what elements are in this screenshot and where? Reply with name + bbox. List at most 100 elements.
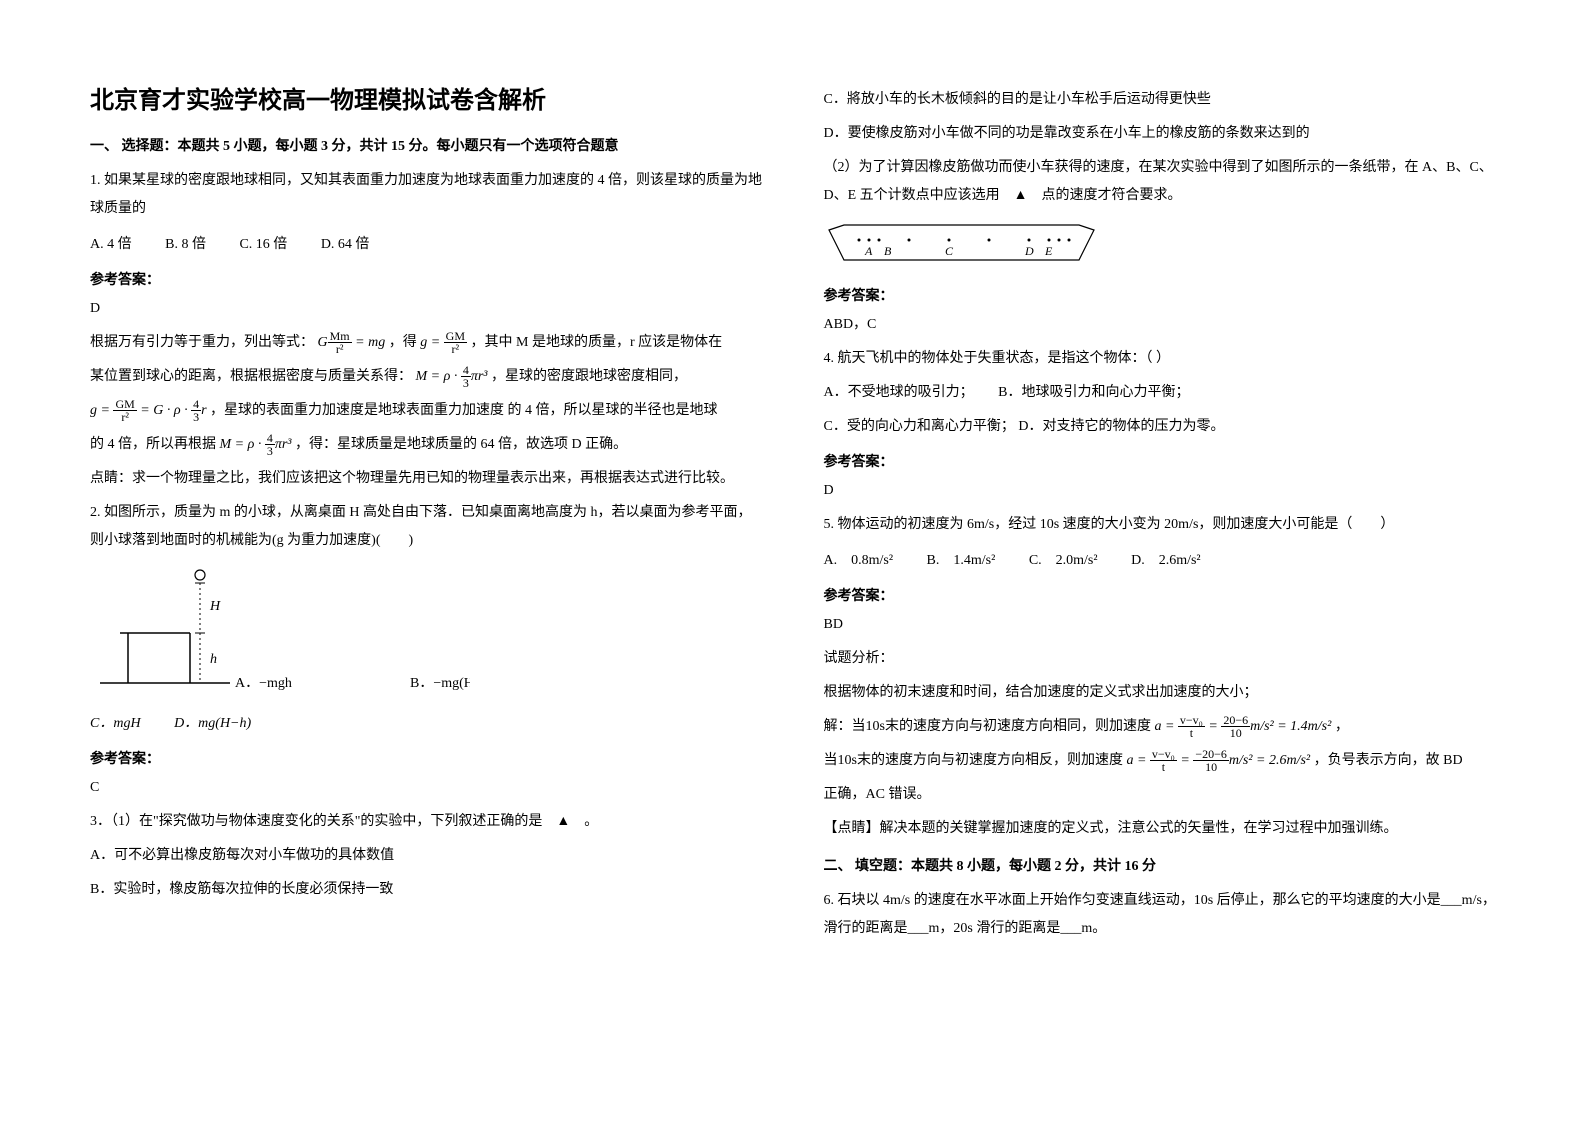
q2-diagram: H h A．−mgh B．−mg(H+h)	[90, 565, 764, 700]
q1-exp4b: ，得：星球质量是地球质量的 64 倍，故选项 D 正确。	[295, 437, 627, 452]
q2-diagram-svg: H h A．−mgh B．−mg(H+h)	[90, 565, 470, 695]
q1-answer: D	[90, 295, 764, 323]
q3-answer-label: 参考答案：	[824, 285, 1498, 305]
q5-exp1: 根据物体的初末速度和时间，结合加速度的定义式求出加速度的大小；	[824, 679, 1498, 707]
tape-label-e: E	[1044, 244, 1053, 258]
q5-text: 5. 物体运动的初速度为 6m/s，经过 10s 速度的大小变为 20m/s，则…	[824, 511, 1498, 539]
q5-f2b: m/s² = 1.4m/s²	[1250, 719, 1331, 734]
q5-exp4: 正确，AC 错误。	[824, 781, 1498, 809]
q5-f4b: m/s² = 2.6m/s²	[1229, 753, 1310, 768]
q3-answer: ABD，C	[824, 311, 1498, 339]
q1-options: A. 4 倍 B. 8 倍 C. 16 倍 D. 64 倍	[90, 231, 764, 259]
q2-opt-b: B．−mg(H+h)	[410, 676, 470, 691]
q5-options: A. 0.8m/s² B. 1.4m/s² C. 2.0m/s² D. 2.6m…	[824, 547, 1498, 575]
q5-f1b: =	[1205, 719, 1221, 734]
q1-opt-a: A. 4 倍	[90, 231, 132, 259]
tape-svg: A B C D E	[824, 220, 1104, 270]
tape-dot	[1027, 239, 1030, 242]
q5-exp3b: ，负号表示方向，故 BD	[1314, 753, 1463, 768]
q5-exp3: 当10s末的速度方向与初速度方向相反，则加速度 a = v−v₀t = −20−…	[824, 747, 1498, 775]
tape-dot	[907, 239, 910, 242]
q1-exp2b: ，星球的密度跟地球密度相同，	[491, 369, 687, 384]
q1-exp4: 的 4 倍，所以再根据	[90, 437, 216, 452]
q1-opt-c: C. 16 倍	[239, 231, 287, 259]
q1-exp3b: = G · ρ ·	[140, 403, 191, 418]
tape-label-d: D	[1024, 244, 1034, 258]
q4-opt-d: D．对支持它的物体的压力为零。	[1018, 419, 1224, 434]
q1-f6b: πr³	[275, 437, 292, 452]
q2-opt-c: C．mgH	[90, 710, 141, 738]
q5-exp3a: 当10s末的速度方向与初速度方向相反，则加速度	[824, 753, 1123, 768]
q5-opt-a: A. 0.8m/s²	[824, 547, 894, 575]
q1-f2-frac: GMr²	[444, 330, 467, 355]
tape-dot	[867, 239, 870, 242]
q3-text: 3．（1）在"探究做功与物体速度变化的关系"的实验中，下列叙述正确的是 ▲ 。	[90, 808, 764, 836]
section1-heading: 一、 选择题：本题共 5 小题，每小题 3 分，共计 15 分。每小题只有一个选…	[90, 135, 764, 155]
q5-opt-d: D. 2.6m/s²	[1131, 547, 1201, 575]
q5-opt-b: B. 1.4m/s²	[927, 547, 996, 575]
q1-exp1c: ，其中 M 是地球的质量，r 应该是物体在	[471, 335, 723, 350]
q5-f2-frac: 20−610	[1221, 714, 1250, 739]
q1-f4-frac: GMr²	[113, 398, 136, 423]
q4-opts-cd: C．受的向心力和离心力平衡； D．对支持它的物体的压力为零。	[824, 413, 1498, 441]
q5-exp2: 解：当10s末的速度方向与初速度方向相同，则加速度 a = v−v₀t = 20…	[824, 713, 1498, 741]
q1-explain-5: 点睛：求一个物理量之比，我们应该把这个物理量先用已知的物理量表示出来，再根据表达…	[90, 465, 764, 493]
q2-opt-a: A．−mgh	[235, 676, 292, 691]
tape-label-a: A	[864, 244, 873, 258]
q1-f5-frac: 43	[191, 398, 201, 423]
q1-f5-den: 3	[191, 411, 201, 423]
q1-f2a: g =	[420, 335, 443, 350]
q1-f1a: G	[318, 335, 328, 350]
q5-f3b: =	[1177, 753, 1193, 768]
q2-text: 2. 如图所示，质量为 m 的小球，从离桌面 H 高处自由下落．已知桌面离地高度…	[90, 499, 764, 555]
q5-f1-frac: v−v₀t	[1178, 714, 1205, 739]
q5-f3a: a =	[1126, 753, 1149, 768]
q5-f1-den: t	[1178, 727, 1205, 739]
q1-f1-den: r²	[328, 343, 352, 355]
q2-answer-label: 参考答案：	[90, 748, 764, 768]
q5-f2-den: 10	[1221, 727, 1250, 739]
q1-explain-4: 的 4 倍，所以再根据 M = ρ · 43πr³ ，得：星球质量是地球质量的 …	[90, 431, 764, 459]
h-upper-label: H	[209, 599, 221, 614]
q5-exp-head: 试题分析：	[824, 645, 1498, 673]
section2-heading: 二、 填空题：本题共 8 小题，每小题 2 分，共计 16 分	[824, 855, 1498, 875]
q5-f3-den: t	[1150, 761, 1177, 773]
tape-dot	[1047, 239, 1050, 242]
q5-f4-frac: −20−610	[1193, 748, 1229, 773]
tape-diagram: A B C D E	[824, 220, 1498, 275]
q1-answer-label: 参考答案：	[90, 269, 764, 289]
q2-options-cd: C．mgH D．mg(H−h)	[90, 710, 764, 738]
q1-f3a: M = ρ ·	[416, 369, 461, 384]
q5-f4-den: 10	[1193, 761, 1229, 773]
q1-exp1-t1: 根据万有引力等于重力，列出等式：	[90, 335, 314, 350]
q3-opt-b: B．实验时，橡皮筋每次拉伸的长度必须保持一致	[90, 876, 764, 904]
q1-opt-d: D. 64 倍	[321, 231, 370, 259]
q1-explain-1: 根据万有引力等于重力，列出等式： GMmr² = mg ，得 g = GMr² …	[90, 329, 764, 357]
q5-exp2a: 解：当10s末的速度方向与初速度方向相同，则加速度	[824, 719, 1151, 734]
q6-text: 6. 石块以 4m/s 的速度在水平冰面上开始作匀变速直线运动，10s 后停止，…	[824, 887, 1498, 943]
q2-answer: C	[90, 774, 764, 802]
q1-text: 1. 如果某星球的密度跟地球相同，又知其表面重力加速度为地球表面重力加速度的 4…	[90, 167, 764, 223]
q1-f3-frac: 43	[461, 364, 471, 389]
tape-dot	[857, 239, 860, 242]
page-title: 北京育才实验学校高一物理模拟试卷含解析	[90, 80, 764, 115]
q1-f2-den: r²	[444, 343, 467, 355]
q5-answer-label: 参考答案：	[824, 585, 1498, 605]
q4-opt-c: C．受的向心力和离心力平衡；	[824, 419, 1015, 434]
q5-opt-c: C. 2.0m/s²	[1029, 547, 1098, 575]
q1-f1-frac: Mmr²	[328, 330, 352, 355]
tape-label-b: B	[884, 244, 892, 258]
q1-opt-b: B. 8 倍	[165, 231, 206, 259]
q3-part2: （2）为了计算因橡皮筋做功而使小车获得的速度，在某次实验中得到了如图所示的一条纸…	[824, 154, 1498, 210]
q1-f3b: πr³	[471, 369, 488, 384]
q1-exp2: 某位置到球心的距离，根据根据密度与质量关系得：	[90, 369, 412, 384]
q2-opt-d: D．mg(H−h)	[174, 710, 251, 738]
q1-exp3a: g =	[90, 403, 113, 418]
tape-dot	[877, 239, 880, 242]
q4-opt-a: A．不受地球的吸引力；	[824, 385, 967, 400]
q1-f6-frac: 43	[265, 432, 275, 457]
q1-explain-2: 某位置到球心的距离，根据根据密度与质量关系得： M = ρ · 43πr³ ，星…	[90, 363, 764, 391]
q4-opts-ab: A．不受地球的吸引力； B．地球吸引力和向心力平衡；	[824, 379, 1498, 407]
tape-dot	[1067, 239, 1070, 242]
q4-answer-label: 参考答案：	[824, 451, 1498, 471]
